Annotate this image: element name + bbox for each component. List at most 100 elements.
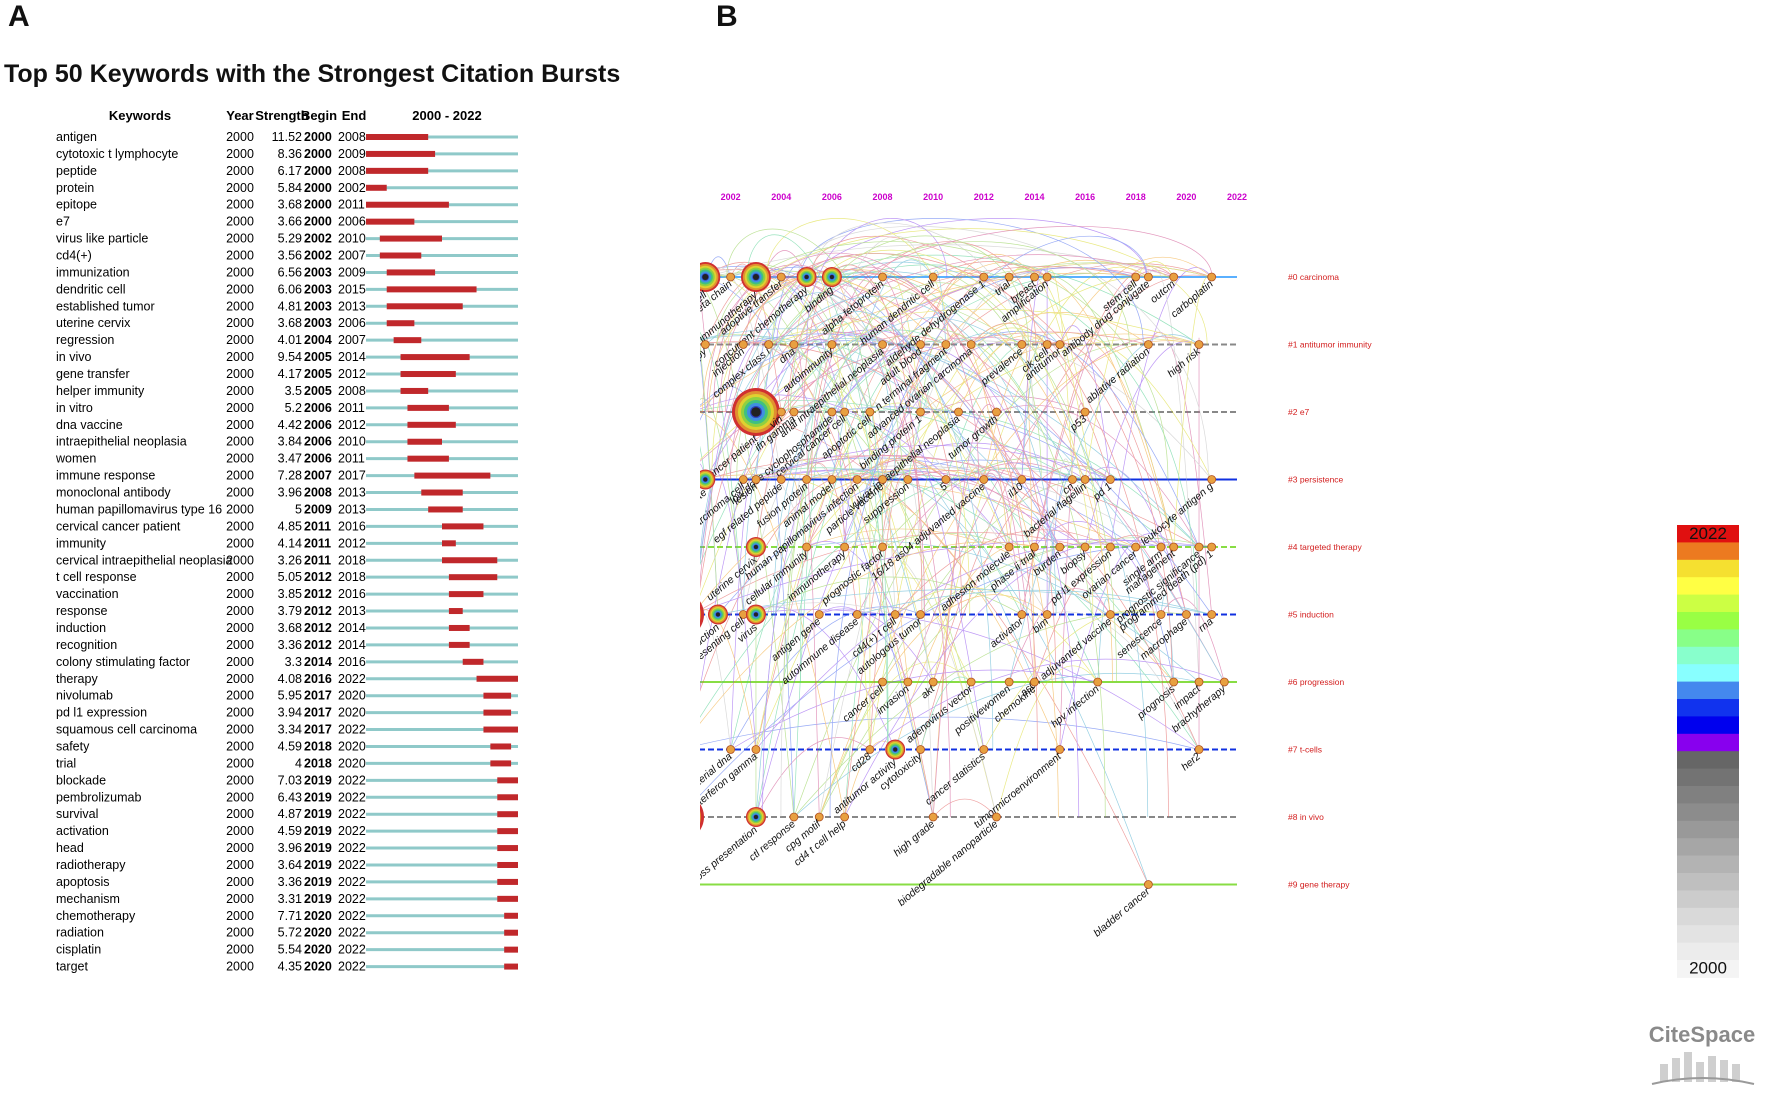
strength-value: 3.68: [278, 198, 302, 212]
node-dot: [954, 407, 963, 417]
year-value: 2000: [226, 706, 254, 720]
end-value: 2010: [338, 232, 366, 246]
begin-value: 2000: [304, 181, 332, 195]
year-value: 2000: [226, 858, 254, 872]
node-dot: [814, 610, 824, 619]
node-dot: [916, 407, 925, 417]
panel-b-label: B: [716, 0, 738, 33]
begin-value: 2000: [304, 147, 332, 161]
link-arc: [700, 398, 744, 615]
end-value: 2011: [338, 452, 365, 466]
link-arc: [726, 228, 907, 548]
link-arc: [829, 235, 1148, 818]
burst-bar: [400, 354, 470, 361]
begin-value: 2008: [304, 486, 332, 500]
begin-value: 2019: [304, 773, 332, 787]
node-dot: [840, 542, 849, 552]
node-dot: [1042, 610, 1052, 619]
year-value: 2000: [226, 756, 254, 770]
link-arc: [730, 474, 757, 750]
node-dot: [878, 677, 887, 687]
year-value: 2000: [226, 418, 254, 432]
strength-value: 3.3: [285, 655, 302, 669]
strength-value: 4.35: [278, 960, 302, 974]
end-value: 2016: [338, 587, 366, 601]
burst-row: epitope 2000 3.68 2000 2011: [56, 198, 518, 212]
begin-value: 2002: [304, 249, 332, 263]
legend-swatch: [1677, 907, 1739, 926]
end-value: 2018: [338, 553, 366, 567]
end-value: 2022: [338, 790, 366, 804]
year-value: 2000: [226, 790, 254, 804]
end-value: 2007: [338, 333, 366, 347]
begin-value: 2020: [304, 909, 332, 923]
cluster-label: #5 induction: [1288, 610, 1334, 620]
keyword-label: cisplatin: [56, 943, 101, 957]
burst-row: vaccination 2000 3.85 2012 2016: [56, 587, 518, 601]
legend-swatch: [1677, 559, 1739, 578]
burst-bar: [386, 320, 415, 327]
burst-row: immune response 2000 7.28 2007 2017: [56, 469, 518, 483]
keyword-label: squamous cell carcinoma: [56, 723, 197, 737]
legend-swatch: [1677, 629, 1739, 648]
node-dot: [1169, 272, 1179, 282]
burst-row: induction 2000 3.68 2012 2014: [56, 621, 518, 635]
node-dot: [1106, 542, 1115, 552]
burst-row: uterine cervix 2000 3.68 2003 2006: [56, 316, 518, 330]
strength-value: 7.71: [278, 909, 302, 923]
strength-value: 3.94: [278, 706, 302, 720]
burst-bar: [366, 134, 429, 140]
node-core: [751, 407, 761, 417]
link-arc: [730, 606, 921, 750]
year-value: 2000: [226, 841, 254, 855]
legend-swatch: [1677, 820, 1739, 839]
burst-row: peptide 2000 6.17 2000 2008: [56, 164, 518, 178]
burst-bar: [442, 523, 484, 530]
link-arc: [920, 676, 972, 750]
link-arc: [958, 335, 1048, 413]
burst-row: e7 2000 3.66 2000 2006: [56, 215, 518, 229]
link-arc: [700, 265, 1061, 548]
keyword-node: adenovirus vector: [904, 677, 976, 746]
strength-value: 3.47: [278, 452, 302, 466]
keyword-label: cervical cancer patient: [56, 519, 181, 533]
burst-row: immunization 2000 6.56 2003 2009: [56, 265, 518, 279]
node-dot: [878, 340, 887, 349]
strength-value: 6.17: [278, 164, 302, 178]
node-dot: [1207, 475, 1217, 484]
year-tick-label: 2002: [721, 192, 741, 202]
strength-value: 3.26: [278, 553, 302, 567]
link-arc: [1021, 266, 1174, 615]
link-arc: [818, 542, 1136, 818]
node-dot: [789, 340, 799, 349]
burst-bar: [386, 269, 436, 276]
strength-value: 3.68: [278, 316, 302, 330]
year-value: 2000: [226, 282, 254, 296]
link-arc: [810, 235, 1169, 818]
burst-row: established tumor 2000 4.81 2003 2013: [56, 299, 518, 313]
burst-row: women 2000 3.47 2006 2011: [55, 452, 518, 466]
burst-row: virus like particle 2000 5.29 2002 2010: [56, 232, 518, 246]
year-value: 2000: [226, 452, 254, 466]
legend-swatch: [1677, 890, 1739, 909]
begin-value: 2019: [304, 807, 332, 821]
link-arc: [700, 412, 845, 818]
keyword-label: dendritic cell: [56, 282, 125, 296]
node-dot: [700, 340, 710, 349]
end-value: 2017: [338, 469, 366, 483]
end-value: 2022: [338, 943, 366, 957]
link-arc: [717, 589, 1212, 615]
node-dot: [789, 407, 799, 417]
link-arc: [806, 468, 1149, 885]
burst-row: radiotherapy 2000 3.64 2019 2022: [56, 858, 518, 872]
legend-swatch: [1677, 699, 1739, 717]
end-value: 2022: [338, 841, 366, 855]
link-arc: [1021, 269, 1174, 615]
begin-value: 2017: [304, 706, 332, 720]
burst-bar: [497, 878, 518, 885]
strength-value: 4.87: [278, 807, 302, 821]
link-arc: [857, 473, 1086, 548]
keyword-label: radiation: [56, 926, 104, 940]
cluster-label: #1 antitumor immunity: [1288, 340, 1372, 350]
node-dot: [1017, 610, 1027, 619]
